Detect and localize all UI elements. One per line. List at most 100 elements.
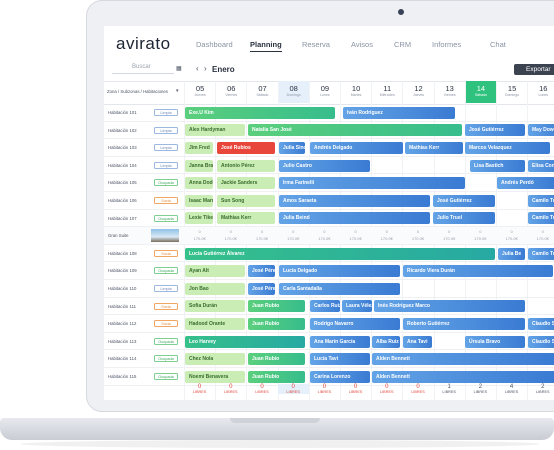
- booking[interactable]: Inés Rodríguez Marco: [374, 300, 525, 313]
- booking[interactable]: Iván Rodríguez: [343, 106, 455, 119]
- booking[interactable]: Chez Nola: [185, 353, 245, 366]
- room-status[interactable]: Sucia: [154, 320, 178, 328]
- booking[interactable]: Noemí Benavera: [185, 370, 245, 383]
- booking[interactable]: Marcos Velazquez: [465, 142, 550, 154]
- booking[interactable]: Natalia San José: [248, 124, 462, 137]
- room-status[interactable]: Sucia: [154, 197, 178, 204]
- room-status[interactable]: Limpia: [154, 126, 178, 134]
- booking[interactable]: José Gutiérrez: [465, 124, 525, 137]
- booking[interactable]: Julia Be: [498, 247, 525, 260]
- booking[interactable]: Janna Bradok: [185, 159, 213, 172]
- export-button[interactable]: Exportar: [514, 64, 554, 75]
- room-status[interactable]: Ocupada: [154, 179, 178, 187]
- booking[interactable]: May Dowell: [528, 124, 554, 137]
- booking[interactable]: Julia Sinc: [279, 142, 305, 154]
- room-name: Habitación 102: [108, 127, 137, 133]
- booking[interactable]: José Pérez: [248, 265, 275, 278]
- booking[interactable]: Lexie Tiker: [185, 212, 213, 225]
- nav-item[interactable]: Avisos: [351, 40, 373, 49]
- booking[interactable]: Amos Saraeta: [279, 194, 430, 207]
- booking[interactable]: José Rubios: [217, 142, 275, 154]
- booking[interactable]: Alden Bennett: [372, 370, 554, 383]
- booking[interactable]: Juan Rubio: [248, 300, 305, 313]
- booking[interactable]: Lucía Delgado: [279, 265, 400, 278]
- room-name: Habitación 111: [108, 303, 137, 309]
- booking[interactable]: José Pérez: [248, 282, 275, 295]
- booking[interactable]: Sun Song: [217, 194, 275, 207]
- booking[interactable]: Camilo Tr: [528, 247, 554, 260]
- booking[interactable]: Ricardo Viera Durán: [403, 265, 553, 278]
- booking[interactable]: José Gutiérrez: [433, 194, 495, 207]
- booking[interactable]: Ana Tavi: [403, 335, 432, 348]
- booking[interactable]: Antonio Pérez: [217, 159, 275, 172]
- booking[interactable]: Lucía Gutiérrez Álvarez: [185, 247, 495, 260]
- booking[interactable]: Claudio Sa: [528, 335, 554, 348]
- booking[interactable]: Anna Dodo: [185, 177, 213, 190]
- nav-item[interactable]: Planning: [250, 40, 282, 52]
- booking[interactable]: Hadood Orante: [185, 318, 245, 330]
- booking[interactable]: Irma Farinelli: [279, 177, 465, 190]
- calendar-icon[interactable]: ▦: [176, 66, 182, 72]
- booking[interactable]: Úrsula Bravo: [465, 335, 525, 348]
- room-status[interactable]: Limpia: [154, 285, 178, 292]
- booking[interactable]: Juan Rubio: [248, 353, 305, 366]
- booking[interactable]: Laura Vélez: [342, 300, 372, 313]
- booking[interactable]: Claudio Sa: [528, 318, 554, 330]
- room-status[interactable]: Ocupada: [154, 373, 178, 380]
- booking[interactable]: Jim Fred: [185, 142, 213, 154]
- booking[interactable]: Julio Truel: [433, 212, 495, 225]
- app-screen: avirato Exportar Buscar ▦ ‹ › Enero Zona…: [104, 26, 554, 400]
- booking[interactable]: Leo Harvey: [185, 335, 305, 348]
- room-status[interactable]: Limpia: [154, 144, 178, 152]
- booking[interactable]: Andrés Delgado: [310, 142, 403, 154]
- booking[interactable]: Jackie Sanders: [217, 177, 275, 190]
- booking[interactable]: Mathias Kerr: [217, 212, 275, 225]
- booking[interactable]: Carlos Ruiz: [310, 300, 340, 313]
- search-input[interactable]: Buscar: [112, 64, 174, 74]
- room-status[interactable]: Ocupada: [154, 214, 178, 222]
- room-status[interactable]: Ocupada: [154, 337, 178, 345]
- room-status[interactable]: Ocupada: [154, 267, 178, 275]
- prev-month[interactable]: ‹: [196, 64, 199, 73]
- booking[interactable]: Camilo Tru: [528, 194, 554, 207]
- room-status[interactable]: Limpia: [154, 109, 178, 116]
- booking[interactable]: Juan Rubio: [248, 318, 305, 330]
- booking[interactable]: Juan Rubio: [248, 370, 305, 383]
- booking[interactable]: Ana Marín García: [310, 335, 370, 348]
- nav-item[interactable]: CRM: [394, 40, 412, 49]
- day-name: Jueves: [194, 93, 206, 97]
- room-status[interactable]: Limpia: [154, 161, 178, 169]
- room-status[interactable]: Sucia: [154, 302, 178, 310]
- booking[interactable]: Julio Castro: [279, 159, 370, 172]
- booking[interactable]: Julia Beind: [279, 212, 430, 225]
- nav-item[interactable]: Reserva: [302, 40, 330, 49]
- booking[interactable]: Alex Hardyman: [185, 124, 245, 137]
- room-status[interactable]: Ocupada: [154, 355, 178, 363]
- nav-item[interactable]: Informes: [432, 40, 462, 49]
- booking[interactable]: Rodrigo Navarro: [310, 318, 400, 330]
- next-month[interactable]: ›: [204, 64, 207, 73]
- booking[interactable]: Exe.U Kim: [185, 106, 335, 119]
- room-status[interactable]: Sucia: [154, 249, 178, 257]
- booking[interactable]: Lucía Tavi: [310, 353, 370, 366]
- booking[interactable]: Mathias Kerr: [405, 142, 463, 154]
- suite-available: 0: [510, 229, 513, 235]
- booking[interactable]: Lisa Bastich: [470, 159, 525, 172]
- day-header: 05 Jueves: [184, 81, 215, 103]
- suite-price: 170.0€: [474, 236, 487, 242]
- booking[interactable]: Carla Santadalla: [279, 282, 400, 295]
- nav-item[interactable]: Dashboard: [196, 40, 233, 49]
- booking[interactable]: Carina Lorenzo: [310, 370, 370, 383]
- booking[interactable]: Jon Bao: [185, 282, 245, 295]
- booking[interactable]: Isaac Marquin: [185, 194, 213, 207]
- booking[interactable]: Sofia Durán: [185, 300, 245, 313]
- booking[interactable]: Roberto Gutiérrez: [403, 318, 525, 330]
- booking[interactable]: Alba Ruiz: [372, 335, 400, 348]
- booking[interactable]: Andrés Perdó: [497, 177, 554, 190]
- booking[interactable]: Alden Bennett: [372, 353, 554, 366]
- booking[interactable]: Ayan Alt: [185, 265, 245, 278]
- booking[interactable]: Camilo Tr: [528, 212, 554, 225]
- zone-dropdown[interactable]: ▾: [176, 88, 179, 94]
- nav-item[interactable]: Chat: [490, 40, 506, 49]
- booking[interactable]: Elisa Conti: [528, 159, 554, 172]
